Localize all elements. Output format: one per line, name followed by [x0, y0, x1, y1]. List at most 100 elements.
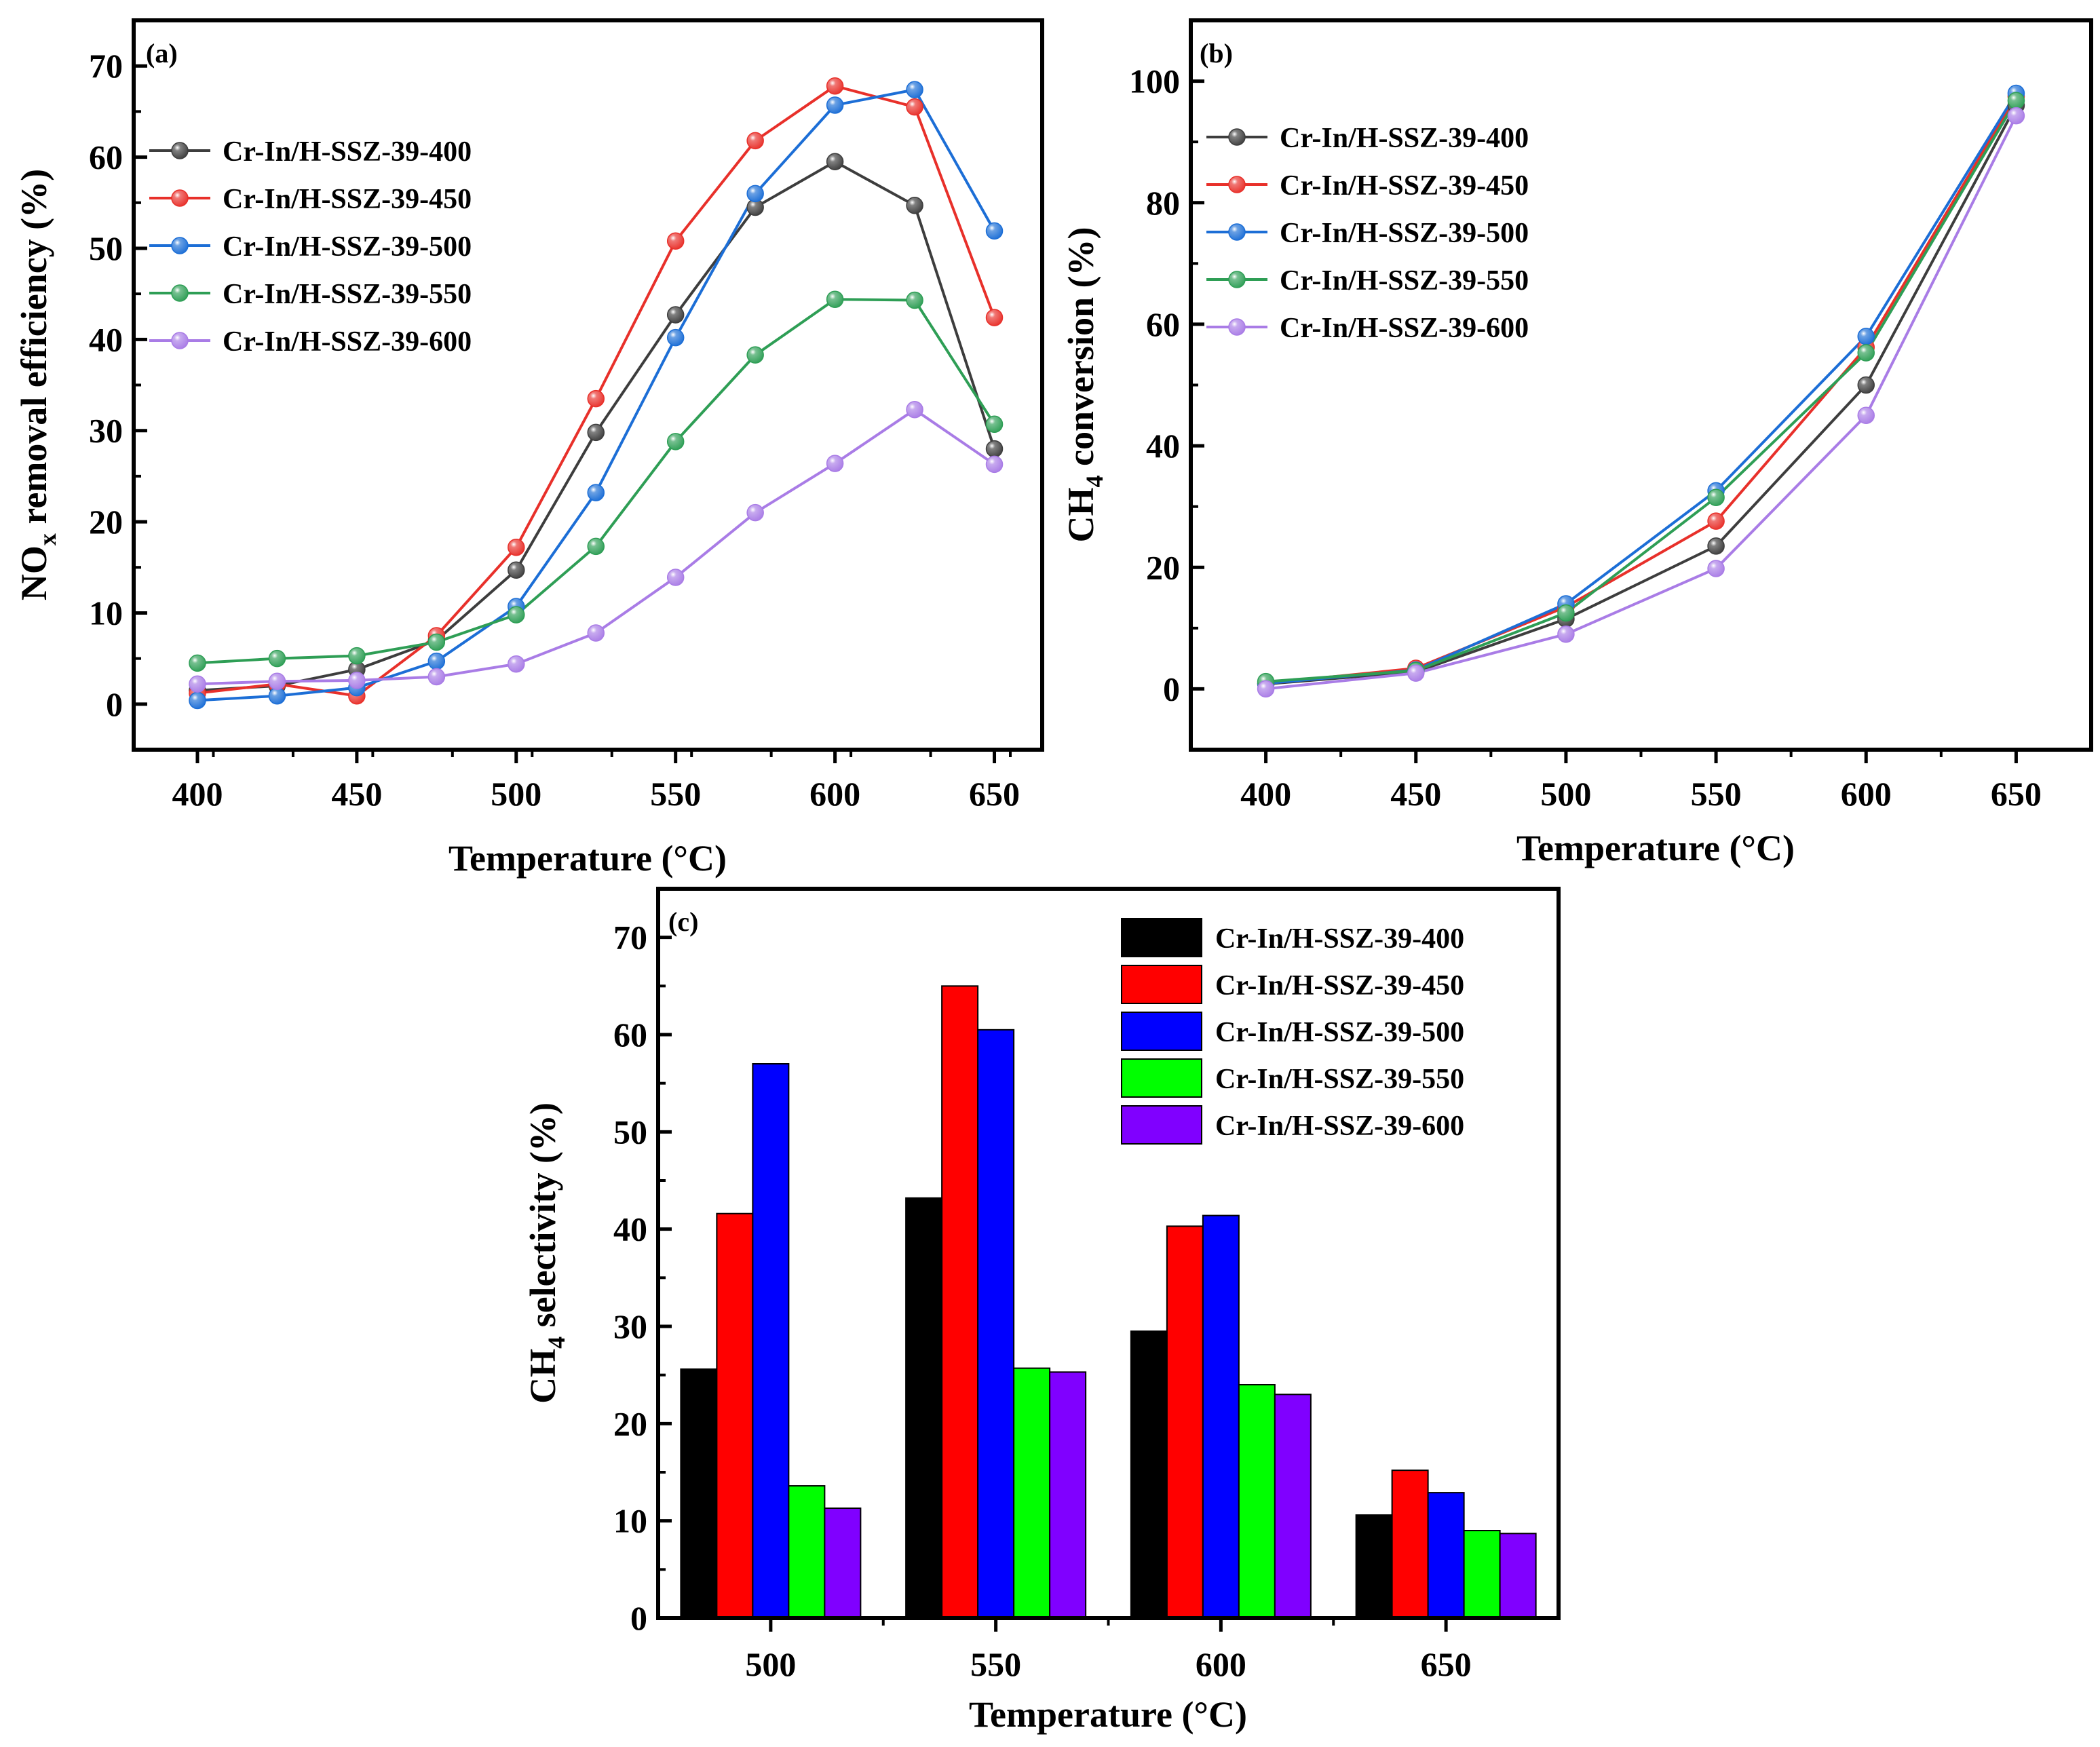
a-legend-label: Cr-In/H-SSZ-39-500: [223, 231, 472, 263]
a-data-point: [666, 433, 685, 450]
panel-a-y-axis-title-rest: removal efficiency (%): [14, 169, 54, 533]
a-legend-marker: [171, 284, 189, 302]
a-data-point: [587, 423, 605, 442]
a-data-point: [666, 328, 685, 347]
panel-b-legend: Cr-In/H-SSZ-39-400 Cr-In/H-SSZ-39-450 Cr-I…: [1206, 123, 1529, 344]
b-legend-label: Cr-In/H-SSZ-39-550: [1280, 265, 1529, 296]
b-series-line-4: [1265, 100, 2018, 683]
a-data-point: [189, 675, 206, 693]
a-data-point: [268, 672, 286, 690]
b-legend-marker: [1228, 271, 1246, 288]
c-legend-label: Cr-In/H-SSZ-39-600: [1215, 1111, 1464, 1142]
b-x-tick-label: 400: [1240, 775, 1291, 813]
b-legend-label: Cr-In/H-SSZ-39-450: [1280, 170, 1529, 201]
c-y-tick-label: 0: [630, 1599, 647, 1637]
c-x-tick-label: 650: [1421, 1645, 1472, 1683]
panel-a-y-axis-title-subscript: x: [34, 533, 61, 545]
panel-c-y-axis-title: CH4 selectivity (%): [522, 1102, 570, 1404]
a-data-point: [906, 291, 923, 309]
a-data-point: [427, 652, 446, 670]
c-bar: [905, 1197, 943, 1619]
panel-c-series-layer: [680, 985, 1537, 1619]
a-data-point: [189, 691, 206, 710]
b-series-line-5: [1265, 115, 2018, 691]
a-data-point: [666, 232, 685, 250]
panel-a-nox-removal-chart: 400 450 500 550 600 650 0 10 20 30 40 50 60 70 Cr-In/…: [14, 18, 1044, 879]
panel-c-x-axis-title: Temperature (°C): [969, 1694, 1247, 1735]
a-data-point: [826, 77, 844, 95]
b-legend-label: Cr-In/H-SSZ-39-600: [1280, 313, 1529, 344]
a-legend-marker: [171, 237, 189, 254]
panel-a-plot-frame: [132, 18, 1044, 752]
a-data-point: [826, 153, 844, 171]
b-series-line-1: [1265, 104, 2018, 686]
c-x-tick-label: 550: [970, 1645, 1021, 1683]
a-data-point: [189, 654, 206, 672]
a-data-point: [666, 306, 685, 324]
panel-b-x-axis-title: Temperature (°C): [1516, 828, 1795, 868]
a-data-point: [906, 197, 923, 214]
c-bar: [680, 1368, 718, 1619]
panel-c-label: (c): [668, 906, 698, 937]
a-x-tick-label: 600: [809, 775, 860, 813]
c-y-tick-label: 40: [613, 1210, 647, 1248]
b-legend-marker: [1228, 223, 1246, 241]
b-series-line-2: [1265, 95, 2018, 685]
b-x-tick-label: 500: [1540, 775, 1591, 813]
a-data-point: [348, 647, 366, 665]
panel-c-axes-layer: 500 550 600 650 0 10 20 30 40 50 60 70: [613, 887, 1472, 1683]
c-legend-label: Cr-In/H-SSZ-39-500: [1215, 1017, 1464, 1048]
b-data-point: [1857, 406, 1875, 425]
a-legend-marker: [171, 332, 189, 349]
a-data-point: [427, 633, 446, 651]
c-bar: [1013, 1367, 1051, 1619]
a-data-point: [906, 98, 923, 116]
a-legend-label: Cr-In/H-SSZ-39-450: [223, 184, 472, 215]
b-y-tick-label: 80: [1146, 184, 1180, 222]
c-bar: [716, 1212, 754, 1619]
b-data-point: [1857, 344, 1875, 362]
a-y-tick-label: 10: [89, 594, 123, 632]
a-data-point: [666, 569, 685, 586]
b-legend-label: Cr-In/H-SSZ-39-500: [1280, 218, 1529, 249]
a-data-point: [268, 687, 286, 705]
c-legend-swatch: [1121, 918, 1202, 957]
c-bar: [752, 1063, 790, 1619]
panel-b-series-layer: [1257, 84, 2025, 698]
b-y-tick-label: 20: [1146, 548, 1180, 586]
a-y-tick-label: 30: [89, 412, 123, 450]
c-bar: [1166, 1225, 1204, 1619]
panel-a-legend: Cr-In/H-SSZ-39-400 Cr-In/H-SSZ-39-450 Cr-I…: [149, 136, 472, 358]
c-y-tick-label: 10: [613, 1502, 647, 1540]
c-y-tick-label: 20: [613, 1404, 647, 1442]
panel-c-legend: Cr-In/H-SSZ-39-400 Cr-In/H-SSZ-39-450 Cr-I…: [1121, 918, 1464, 1145]
a-data-point: [587, 537, 605, 556]
a-legend-label: Cr-In/H-SSZ-39-400: [223, 136, 472, 168]
c-bar: [1049, 1371, 1087, 1619]
panel-b-y-axis-title-subscript: 4: [1081, 475, 1108, 487]
b-data-point: [1707, 560, 1725, 577]
a-x-tick-label: 550: [650, 775, 701, 813]
c-bar: [977, 1029, 1015, 1619]
b-x-tick-label: 450: [1390, 775, 1441, 813]
a-data-point: [826, 96, 844, 114]
panel-b-y-axis-title: CH4 conversion (%): [1061, 227, 1108, 543]
c-legend-label: Cr-In/H-SSZ-39-400: [1215, 923, 1464, 955]
a-y-tick-label: 70: [89, 47, 123, 85]
a-data-point: [508, 606, 525, 623]
a-data-point: [427, 668, 446, 686]
c-bar: [824, 1508, 862, 1619]
b-legend-marker: [1228, 318, 1246, 336]
c-bar: [788, 1485, 826, 1619]
c-bar: [1499, 1533, 1537, 1619]
c-bar: [1391, 1470, 1429, 1619]
b-data-point: [1557, 604, 1575, 622]
a-data-point: [746, 346, 764, 364]
panel-c-ch4-selectivity-chart: 500 550 600 650 0 10 20 30 40 50 60 70 Cr-In/H-SSZ-…: [522, 887, 1561, 1735]
a-y-tick-label: 20: [89, 503, 123, 541]
a-data-point: [508, 538, 525, 556]
panel-a-y-axis-title: NOx removal efficiency (%): [14, 169, 61, 600]
a-data-point: [906, 401, 923, 419]
c-legend-label: Cr-In/H-SSZ-39-550: [1215, 1064, 1464, 1095]
